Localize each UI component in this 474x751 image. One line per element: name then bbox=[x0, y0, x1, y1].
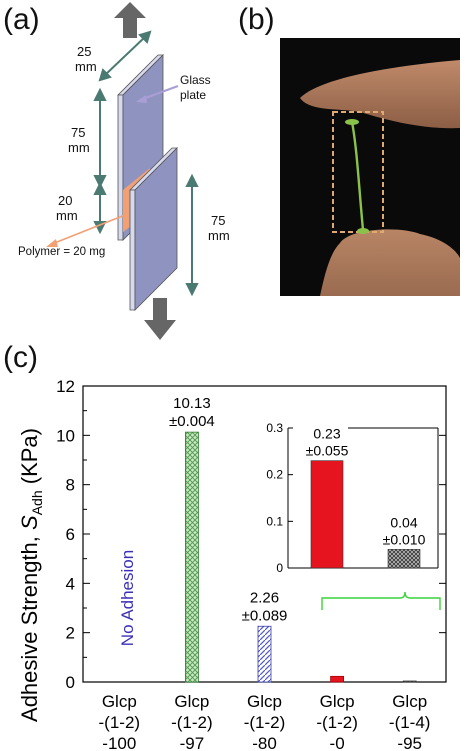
x-tick-label: -97 bbox=[180, 734, 205, 751]
upper-finger bbox=[300, 60, 460, 129]
bars bbox=[184, 431, 417, 683]
x-tick-label: Glcp bbox=[174, 692, 209, 711]
x-tick-label: -(1-4) bbox=[389, 713, 431, 732]
panel-label-a: (a) bbox=[3, 3, 40, 36]
data-label-error: ±0.089 bbox=[242, 607, 288, 624]
y-ticks: 0 2 4 6 8 10 12 bbox=[56, 377, 446, 692]
x-tick-label: -(1-2) bbox=[99, 713, 141, 732]
bar bbox=[330, 675, 345, 683]
panel-b-photo bbox=[280, 38, 460, 296]
dim-unit: mm bbox=[56, 208, 78, 223]
inset-data-label-value: 0.04 bbox=[390, 514, 417, 530]
x-tick-label: -0 bbox=[330, 734, 345, 751]
panel-label-c: (c) bbox=[3, 341, 38, 374]
bar bbox=[402, 680, 417, 683]
x-tick-label: Glcp bbox=[392, 692, 427, 711]
x-tick-label: -95 bbox=[397, 734, 422, 751]
dim-75mm-lower-label: 75 mm bbox=[208, 213, 230, 243]
y-tick-label: 12 bbox=[56, 377, 75, 396]
y-tick-label: 4 bbox=[66, 574, 75, 593]
glass-plate-label: Glass plate bbox=[180, 73, 211, 103]
x-tick-label: -80 bbox=[252, 734, 277, 751]
x-tick-labels: Glcp -(1-2) -100 Glcp -(1-2) -97 Glcp -(1-2) -80… bbox=[99, 692, 431, 751]
data-label-value: 2.26 bbox=[250, 589, 279, 606]
inset-bar bbox=[310, 460, 344, 569]
glass-label-line: Glass bbox=[180, 73, 211, 87]
data-label-value: 10.13 bbox=[173, 395, 211, 412]
inset-chart: 0 0.1 0.2 0.3 0.23±0.055 0.04±0.010 bbox=[266, 421, 439, 575]
dim-value: 20 bbox=[58, 193, 73, 208]
lower-finger bbox=[320, 229, 460, 296]
x-tick-label: -(1-2) bbox=[316, 713, 358, 732]
x-tick-label: -(1-2) bbox=[244, 713, 286, 732]
x-tick-label: Glcp bbox=[247, 692, 282, 711]
dim-value: 75 bbox=[211, 213, 226, 228]
y-tick-label: 2 bbox=[66, 624, 75, 643]
inset-brace bbox=[321, 591, 441, 610]
x-tick-label: Glcp bbox=[320, 692, 355, 711]
panel-a-schematic bbox=[46, 2, 199, 340]
polymer-pointer bbox=[51, 214, 126, 245]
y-axis-label: Adhesive Strength, SAdh (KPa) bbox=[17, 428, 45, 722]
y-tick-label: 6 bbox=[66, 525, 75, 544]
dim-unit: mm bbox=[208, 228, 230, 243]
inset-y-tick-label: 0.2 bbox=[266, 468, 283, 482]
x-tick-label: -100 bbox=[102, 734, 136, 751]
dim-20mm-label: 20 mm bbox=[56, 193, 78, 223]
glass-label-line: plate bbox=[180, 88, 207, 102]
bar bbox=[184, 431, 199, 683]
bar bbox=[257, 625, 272, 683]
polymer-fiber bbox=[350, 121, 365, 231]
dim-unit: mm bbox=[75, 59, 97, 74]
pull-arrow-down bbox=[144, 298, 176, 340]
polymer-label: Polymer = 20 mg bbox=[18, 246, 106, 258]
photo-illustration bbox=[300, 60, 460, 296]
inset-data-label-error: ±0.010 bbox=[383, 531, 426, 547]
panel-label-b: (b) bbox=[238, 3, 275, 36]
data-label-error: ±0.004 bbox=[169, 413, 215, 430]
lower-glass-plate bbox=[129, 147, 178, 311]
inset-data-label-error: ±0.055 bbox=[306, 443, 349, 459]
y-tick-label: 8 bbox=[66, 476, 75, 495]
dim-value: 75 bbox=[71, 125, 86, 140]
adhesive-strength-chart: Adhesive Strength, SAdh (KPa) 024681012 … bbox=[17, 377, 447, 751]
y-tick-label: 0 bbox=[66, 673, 75, 692]
inset-y-tick-label: 0.3 bbox=[266, 421, 283, 435]
x-tick-label: -(1-2) bbox=[171, 713, 213, 732]
dim-25mm-label: 25 mm bbox=[75, 44, 97, 74]
y-tick-label: 10 bbox=[56, 426, 75, 445]
no-adhesion-annotation: No Adhesion bbox=[118, 550, 137, 646]
data-labels: 10.13±0.004 2.26±0.089 bbox=[169, 395, 287, 624]
inset-y-tick-label: 0 bbox=[276, 561, 283, 575]
inset-y-tick-label: 0.1 bbox=[266, 514, 283, 528]
pull-arrow-up bbox=[114, 2, 146, 38]
dim-value: 25 bbox=[77, 44, 92, 59]
dim-75mm-upper-label: 75 mm bbox=[68, 125, 90, 155]
inset-bar bbox=[387, 549, 421, 569]
dim-arrow-25mm bbox=[103, 35, 147, 77]
dim-unit: mm bbox=[68, 140, 90, 155]
x-tick-label: Glcp bbox=[102, 692, 137, 711]
inset-data-label-value: 0.23 bbox=[313, 426, 340, 442]
